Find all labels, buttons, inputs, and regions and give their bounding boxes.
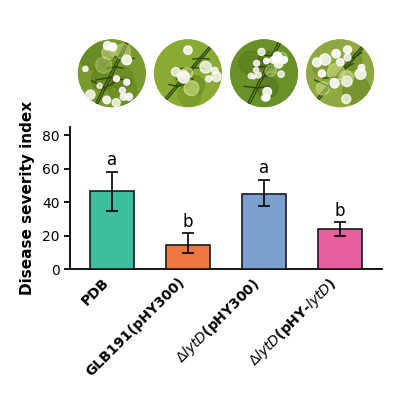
Circle shape: [258, 48, 265, 55]
Circle shape: [154, 39, 222, 107]
Circle shape: [318, 70, 325, 77]
Circle shape: [320, 54, 331, 65]
Circle shape: [97, 83, 102, 88]
Circle shape: [102, 46, 115, 59]
Circle shape: [344, 54, 351, 61]
Circle shape: [274, 59, 283, 68]
Circle shape: [103, 96, 110, 104]
Text: a: a: [259, 159, 269, 177]
Circle shape: [184, 46, 192, 54]
Circle shape: [344, 53, 362, 70]
Circle shape: [339, 70, 353, 85]
Circle shape: [332, 50, 340, 58]
Circle shape: [212, 72, 221, 82]
Circle shape: [316, 82, 329, 95]
Circle shape: [212, 67, 218, 74]
Circle shape: [278, 71, 284, 77]
Circle shape: [313, 60, 328, 75]
Circle shape: [80, 41, 108, 70]
Circle shape: [358, 65, 365, 71]
Circle shape: [109, 43, 117, 51]
Circle shape: [186, 76, 204, 95]
Bar: [242, 194, 286, 269]
Circle shape: [264, 58, 269, 64]
Circle shape: [174, 68, 194, 88]
Circle shape: [120, 88, 126, 93]
Circle shape: [184, 81, 199, 95]
Circle shape: [178, 84, 201, 106]
Circle shape: [258, 51, 277, 70]
Circle shape: [344, 46, 352, 54]
Circle shape: [230, 39, 298, 107]
Circle shape: [120, 93, 127, 100]
Circle shape: [262, 94, 268, 101]
Circle shape: [270, 57, 276, 63]
Circle shape: [328, 63, 345, 80]
Circle shape: [109, 77, 137, 105]
Circle shape: [115, 44, 130, 59]
Circle shape: [86, 90, 95, 99]
Circle shape: [276, 52, 288, 64]
Circle shape: [330, 78, 339, 88]
Circle shape: [176, 70, 186, 80]
Circle shape: [254, 60, 260, 66]
Bar: [166, 245, 210, 269]
Circle shape: [281, 57, 288, 63]
Circle shape: [78, 39, 146, 107]
Text: PDB: PDB: [79, 275, 112, 308]
Circle shape: [182, 67, 193, 79]
Circle shape: [83, 66, 88, 72]
Bar: [318, 229, 362, 269]
Circle shape: [122, 55, 132, 65]
Circle shape: [248, 73, 254, 79]
Circle shape: [200, 61, 212, 73]
Circle shape: [112, 99, 120, 107]
Circle shape: [312, 58, 322, 67]
Circle shape: [272, 55, 280, 63]
Circle shape: [256, 72, 261, 78]
Circle shape: [263, 94, 270, 101]
Circle shape: [265, 65, 276, 76]
Circle shape: [172, 68, 180, 76]
Text: b: b: [183, 213, 193, 231]
Circle shape: [251, 74, 256, 79]
Circle shape: [343, 77, 370, 105]
Circle shape: [124, 79, 130, 85]
Circle shape: [239, 51, 263, 74]
Text: $\Delta$$\it{lytD}$(pHY-$\it{lytD}$): $\Delta$$\it{lytD}$(pHY-$\it{lytD}$): [245, 275, 340, 371]
Circle shape: [273, 52, 282, 61]
Text: b: b: [335, 202, 345, 220]
Circle shape: [100, 53, 114, 68]
Circle shape: [342, 95, 351, 104]
Circle shape: [110, 67, 134, 89]
Circle shape: [91, 68, 114, 91]
Circle shape: [96, 57, 112, 73]
Bar: [90, 191, 134, 269]
Y-axis label: Disease severity index: Disease severity index: [20, 101, 35, 295]
Circle shape: [104, 42, 112, 50]
Circle shape: [342, 76, 352, 87]
Circle shape: [257, 77, 278, 98]
Circle shape: [306, 39, 374, 107]
Circle shape: [336, 59, 344, 66]
Circle shape: [126, 93, 132, 100]
Circle shape: [178, 71, 190, 83]
Text: a: a: [107, 152, 117, 169]
Circle shape: [114, 76, 120, 82]
Text: GLB191(pHY300): GLB191(pHY300): [84, 275, 188, 379]
Circle shape: [206, 76, 212, 82]
Circle shape: [355, 69, 366, 79]
Text: $\Delta$$\it{lytD}$(pHY300): $\Delta$$\it{lytD}$(pHY300): [172, 275, 264, 367]
Circle shape: [254, 67, 259, 73]
Circle shape: [263, 88, 272, 96]
